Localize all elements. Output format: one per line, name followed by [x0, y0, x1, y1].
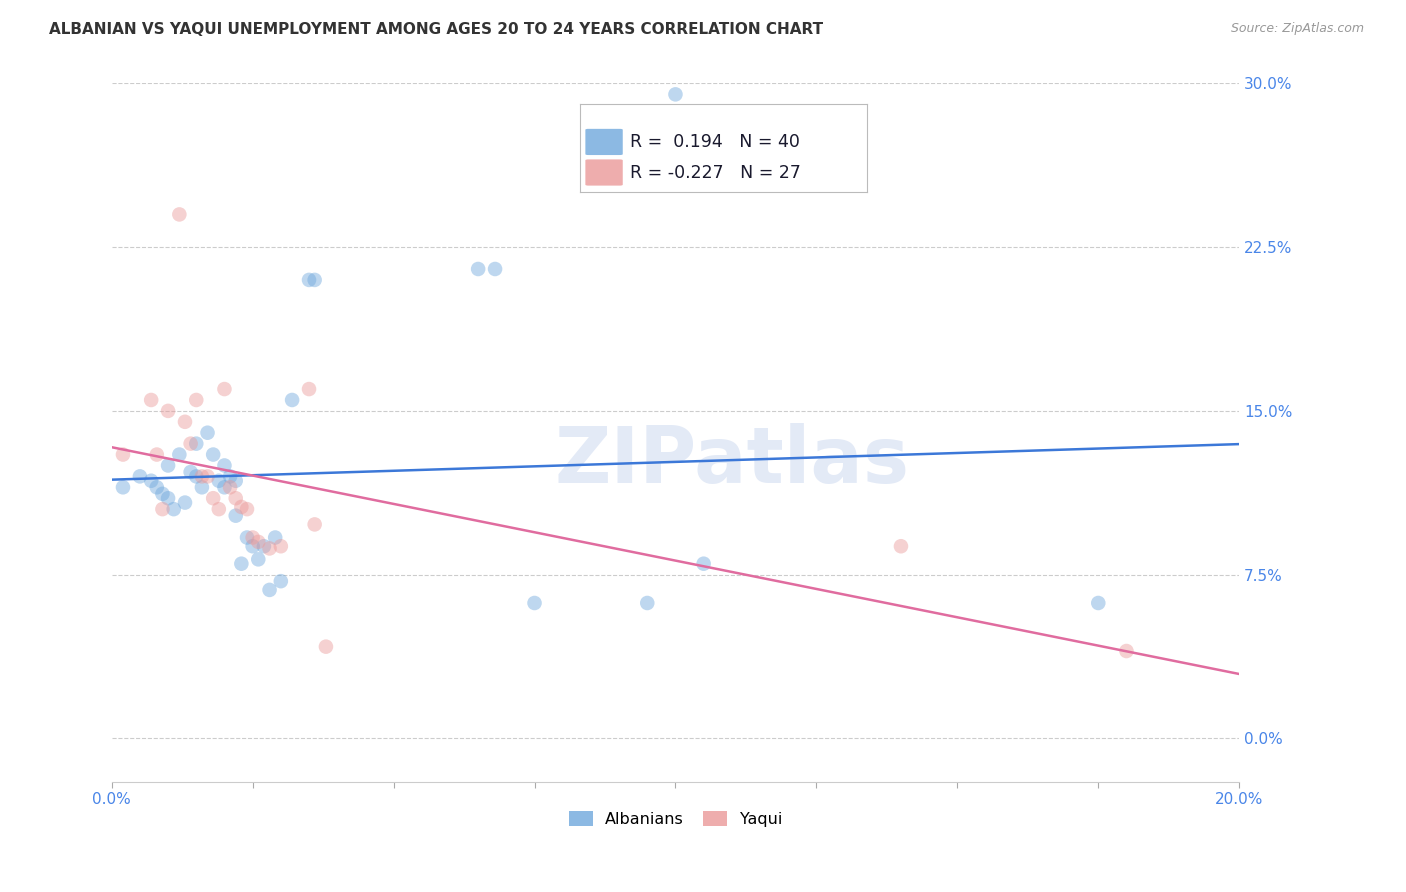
Point	[202, 448, 225, 462]
Point	[225, 491, 247, 506]
Point	[298, 273, 321, 287]
Point	[141, 392, 163, 407]
Point	[197, 469, 219, 483]
Point	[247, 552, 270, 566]
Point	[186, 436, 208, 450]
Point	[219, 480, 242, 494]
Point	[191, 469, 214, 483]
Point	[281, 392, 304, 407]
Point	[146, 448, 169, 462]
Legend: Albanians, Yaqui: Albanians, Yaqui	[562, 805, 789, 833]
Point	[208, 474, 231, 488]
Text: ZIPatlas: ZIPatlas	[554, 423, 910, 499]
Point	[242, 539, 264, 553]
Point	[197, 425, 219, 440]
Point	[186, 469, 208, 483]
Point	[146, 480, 169, 494]
Point	[180, 465, 202, 479]
Point	[186, 392, 208, 407]
Point	[214, 480, 236, 494]
Point	[141, 474, 163, 488]
Point	[202, 491, 225, 506]
Point	[208, 502, 231, 516]
Point	[111, 480, 134, 494]
Point	[157, 404, 180, 418]
Point	[191, 480, 214, 494]
Point	[1087, 596, 1109, 610]
Point	[523, 596, 546, 610]
Text: Source: ZipAtlas.com: Source: ZipAtlas.com	[1230, 22, 1364, 36]
Point	[169, 448, 191, 462]
Point	[225, 474, 247, 488]
Point	[692, 557, 714, 571]
Point	[259, 582, 281, 597]
Point	[664, 87, 686, 102]
Point	[152, 502, 174, 516]
Point	[225, 508, 247, 523]
Point	[231, 500, 253, 514]
Point	[169, 207, 191, 221]
Point	[890, 539, 912, 553]
Point	[152, 487, 174, 501]
Point	[264, 531, 287, 545]
Point	[219, 469, 242, 483]
Point	[231, 557, 253, 571]
Point	[253, 539, 276, 553]
Point	[315, 640, 337, 654]
Point	[157, 458, 180, 473]
Point	[242, 531, 264, 545]
Point	[236, 502, 259, 516]
Point	[270, 574, 292, 589]
Point	[157, 491, 180, 506]
Point	[270, 539, 292, 553]
Text: ALBANIAN VS YAQUI UNEMPLOYMENT AMONG AGES 20 TO 24 YEARS CORRELATION CHART: ALBANIAN VS YAQUI UNEMPLOYMENT AMONG AGE…	[49, 22, 824, 37]
Point	[259, 541, 281, 556]
Point	[236, 531, 259, 545]
Point	[298, 382, 321, 396]
Point	[304, 517, 326, 532]
Point	[1115, 644, 1137, 658]
Point	[636, 596, 658, 610]
Point	[484, 262, 506, 277]
Point	[247, 534, 270, 549]
Point	[174, 495, 197, 509]
Point	[467, 262, 489, 277]
Point	[214, 458, 236, 473]
Point	[174, 415, 197, 429]
Point	[304, 273, 326, 287]
Point	[128, 469, 150, 483]
Point	[180, 436, 202, 450]
Point	[214, 382, 236, 396]
Point	[163, 502, 186, 516]
Point	[111, 448, 134, 462]
